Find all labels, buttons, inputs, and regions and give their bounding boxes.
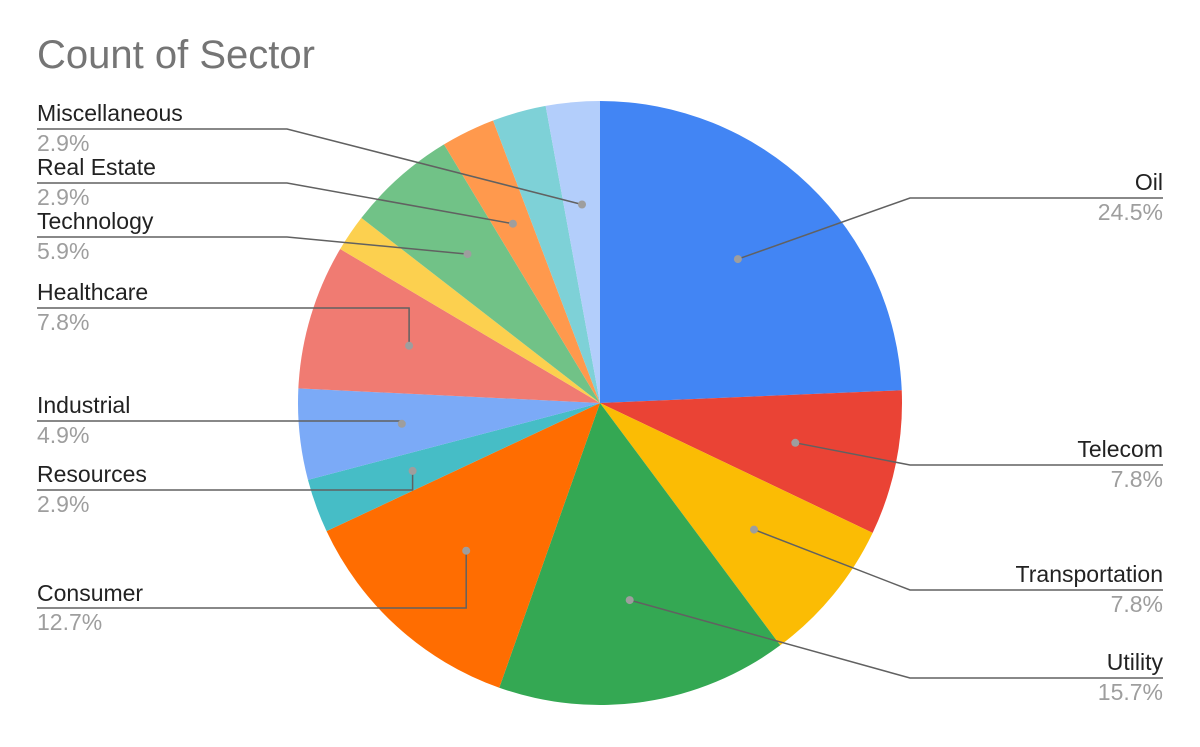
- leader-dot-resources: [408, 466, 417, 475]
- pie-slice-technology: [361, 144, 600, 403]
- pie-slice-real-estate: [444, 120, 600, 403]
- pie-slice-industrial: [297, 388, 600, 480]
- leader-lines: [37, 128, 1163, 679]
- leader-dot-healthcare: [405, 341, 414, 350]
- leader-line-miscellaneous: [37, 128, 583, 206]
- slice-labels: Oil 24.5% Telecom 7.8% Transportation 7.8% Uti…: [37, 100, 1163, 705]
- slice-percent-consumer: 12.7%: [37, 609, 102, 635]
- leader-dot-transportation: [750, 525, 758, 534]
- slice-label-resources: Resources: [37, 461, 147, 487]
- leader-line-consumer: [37, 550, 467, 609]
- slice-percent-industrial: 4.9%: [37, 422, 89, 448]
- slice-label-technology: Technology: [37, 208, 154, 234]
- slice-percent-transportation: 7.8%: [1111, 591, 1163, 617]
- slice-percent-oil: 24.5%: [1098, 199, 1163, 225]
- slice-percent-utility: 15.7%: [1098, 679, 1163, 705]
- leader-line-resources: [37, 470, 414, 491]
- slice-label-oil: Oil: [1135, 169, 1163, 195]
- pie-slice-healthcare: [298, 249, 600, 403]
- leader-dot-consumer: [462, 546, 471, 555]
- slice-percent-telecom: 7.8%: [1111, 466, 1163, 492]
- pie-slice-oil: [600, 101, 902, 403]
- pie-slice-other-unlabeled: [340, 217, 600, 403]
- leader-line-technology: [37, 236, 468, 255]
- slice-label-real-estate: Real Estate: [37, 154, 156, 180]
- slice-percent-technology: 5.9%: [37, 238, 89, 264]
- pie-slice-other-unlabeled-2: [493, 105, 600, 404]
- leader-dot-technology: [463, 250, 472, 259]
- leader-dot-miscellaneous: [578, 200, 586, 209]
- leader-dot-telecom: [791, 438, 800, 447]
- leader-line-telecom: [795, 442, 1163, 466]
- leader-dot-oil: [733, 255, 742, 264]
- slice-percent-miscellaneous: 2.9%: [37, 130, 89, 156]
- leader-line-oil: [737, 197, 1163, 260]
- pie-slice-miscellaneous: [545, 101, 600, 403]
- slice-label-healthcare: Healthcare: [37, 279, 148, 305]
- leader-line-real-estate: [37, 182, 514, 225]
- slice-label-transportation: Transportation: [1016, 561, 1163, 587]
- slice-percent-healthcare: 7.8%: [37, 309, 89, 335]
- leader-dot-utility: [625, 596, 634, 605]
- slice-label-utility: Utility: [1107, 649, 1164, 675]
- leader-line-healthcare: [37, 307, 410, 346]
- pie-slices: [297, 101, 902, 706]
- leader-dot-real-estate: [508, 219, 517, 228]
- slice-label-telecom: Telecom: [1077, 436, 1163, 462]
- slice-label-consumer: Consumer: [37, 580, 143, 606]
- slice-percent-real-estate: 2.9%: [37, 184, 89, 210]
- leader-dot-industrial: [397, 419, 406, 428]
- pie-slice-telecom: [600, 390, 902, 533]
- pie-slice-utility: [499, 403, 781, 706]
- slice-label-industrial: Industrial: [37, 392, 130, 418]
- leader-line-utility: [629, 599, 1163, 679]
- leader-line-transportation: [753, 528, 1163, 591]
- chart-title: Count of Sector: [37, 33, 315, 77]
- slice-label-miscellaneous: Miscellaneous: [37, 100, 183, 126]
- pie-slice-resources: [307, 403, 600, 532]
- slice-percent-resources: 2.9%: [37, 491, 89, 517]
- pie-slice-transportation: [600, 403, 873, 646]
- pie-slice-consumer: [326, 403, 600, 688]
